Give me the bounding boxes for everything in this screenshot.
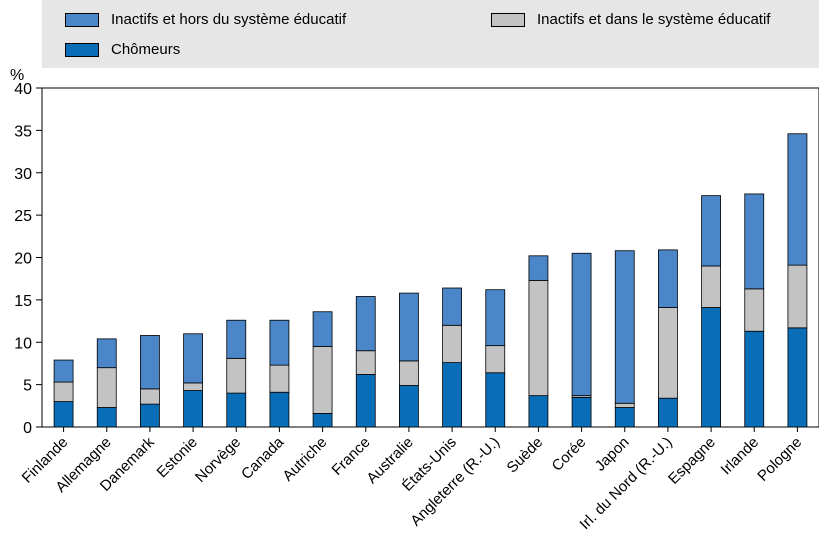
bar-segment-chomeurs <box>614 407 635 428</box>
bar-segment-chomeurs <box>226 392 247 428</box>
x-category-label: Autriche <box>279 434 330 485</box>
bar-segment-inactifs-dans <box>528 279 549 397</box>
bar-segment-inactifs-dans <box>53 381 74 402</box>
bar-segment-inactifs-hors <box>399 292 419 362</box>
bar-segment-chomeurs <box>701 307 721 428</box>
legend-label-chomeurs: Chômeurs <box>111 41 181 58</box>
bar-segment-inactifs-dans <box>442 324 462 363</box>
x-category-label: Norvège <box>192 434 244 486</box>
y-tick-label: 5 <box>23 378 32 395</box>
bar-segment-inactifs-hors <box>269 319 290 366</box>
bar-segment-chomeurs <box>96 407 117 428</box>
bar-segment-chomeurs <box>571 396 592 428</box>
legend-label-inactifs-hors: Inactifs et hors du système éducatif <box>111 11 347 28</box>
plot-area: 0510152025303540FinlandeAllemagneDanemar… <box>14 81 819 533</box>
legend-item-inactifs-dans: Inactifs et dans le système éducatif <box>491 11 770 28</box>
x-category-label: Suède <box>504 434 547 477</box>
bar-segment-inactifs-hors <box>96 338 117 369</box>
bar-segment-chomeurs <box>744 330 765 428</box>
bar-segment-chomeurs <box>528 395 549 428</box>
y-axis-unit-label: % <box>10 67 24 84</box>
y-tick-label: 40 <box>14 81 32 98</box>
bar-segment-inactifs-dans <box>614 402 635 408</box>
bar-segment-inactifs-dans <box>269 364 290 393</box>
y-tick-label: 10 <box>14 335 32 352</box>
bar-segment-chomeurs <box>355 374 376 428</box>
bar-segment-inactifs-hors <box>701 195 721 267</box>
y-tick-label: 30 <box>14 166 32 183</box>
bar-segment-inactifs-hors <box>528 255 549 281</box>
bar-segment-inactifs-hors <box>658 249 678 308</box>
bar-segment-inactifs-hors <box>140 335 160 390</box>
bar-segment-inactifs-hors <box>355 296 376 352</box>
x-category-label: Pologne <box>754 434 805 485</box>
bar-segment-inactifs-dans <box>485 345 506 374</box>
bar-segment-chomeurs <box>312 413 333 428</box>
bar-segment-chomeurs <box>140 403 160 428</box>
bar-segment-inactifs-hors <box>442 287 462 326</box>
bar-segment-inactifs-dans <box>183 382 203 391</box>
bar-segment-chomeurs <box>53 401 74 428</box>
bar-segment-chomeurs <box>183 390 203 428</box>
bar-segment-inactifs-hors <box>744 193 765 290</box>
bar-segment-inactifs-dans <box>140 388 160 405</box>
legend-swatch-inactifs-hors <box>65 12 99 27</box>
legend-item-chomeurs: Chômeurs <box>65 41 180 58</box>
bar-segment-inactifs-dans <box>96 367 117 408</box>
bar-segment-inactifs-hors <box>312 311 333 347</box>
bar-segment-chomeurs <box>658 397 678 428</box>
bar-segment-chomeurs <box>442 362 462 428</box>
bar-segment-inactifs-dans <box>399 360 419 386</box>
x-category-label: Espagne <box>665 434 719 488</box>
bar-segment-inactifs-dans <box>744 288 765 332</box>
bar-segment-inactifs-hors <box>53 359 74 383</box>
bar-segment-inactifs-hors <box>226 319 247 359</box>
y-tick-label: 20 <box>14 251 32 268</box>
x-category-label: Japon <box>592 434 633 475</box>
bar-segment-inactifs-dans <box>701 265 721 308</box>
legend-label-inactifs-dans: Inactifs et dans le système éducatif <box>537 11 771 28</box>
bar-segment-inactifs-dans <box>787 264 808 329</box>
bar-segment-inactifs-dans <box>312 346 333 414</box>
y-tick-label: 0 <box>23 420 32 437</box>
y-tick-label: 25 <box>14 208 32 225</box>
bar-segment-inactifs-hors <box>787 133 808 266</box>
legend-swatch-inactifs-dans <box>491 12 525 27</box>
bar-segment-inactifs-dans <box>226 357 247 394</box>
y-tick-label: 35 <box>14 123 32 140</box>
bar-segment-inactifs-dans <box>658 307 678 399</box>
bar-segment-inactifs-dans <box>355 350 376 375</box>
bar-segment-inactifs-hors <box>485 289 506 347</box>
bar-segment-inactifs-hors <box>571 252 592 397</box>
bar-segment-inactifs-hors <box>183 333 203 384</box>
x-category-label: Corée <box>548 434 589 475</box>
x-category-label: Canada <box>238 433 288 483</box>
bar-segment-chomeurs <box>269 391 290 428</box>
bar-segment-chomeurs <box>485 372 506 428</box>
y-tick-label: 15 <box>14 293 32 310</box>
legend-item-inactifs-hors: Inactifs et hors du système éducatif <box>65 11 346 28</box>
bar-segment-chomeurs <box>787 327 808 428</box>
legend-swatch-chomeurs <box>65 42 99 57</box>
bar-segment-inactifs-hors <box>614 250 635 404</box>
bar-segment-chomeurs <box>399 385 419 428</box>
chart-legend: Inactifs et hors du système éducatif Ina… <box>42 0 819 68</box>
